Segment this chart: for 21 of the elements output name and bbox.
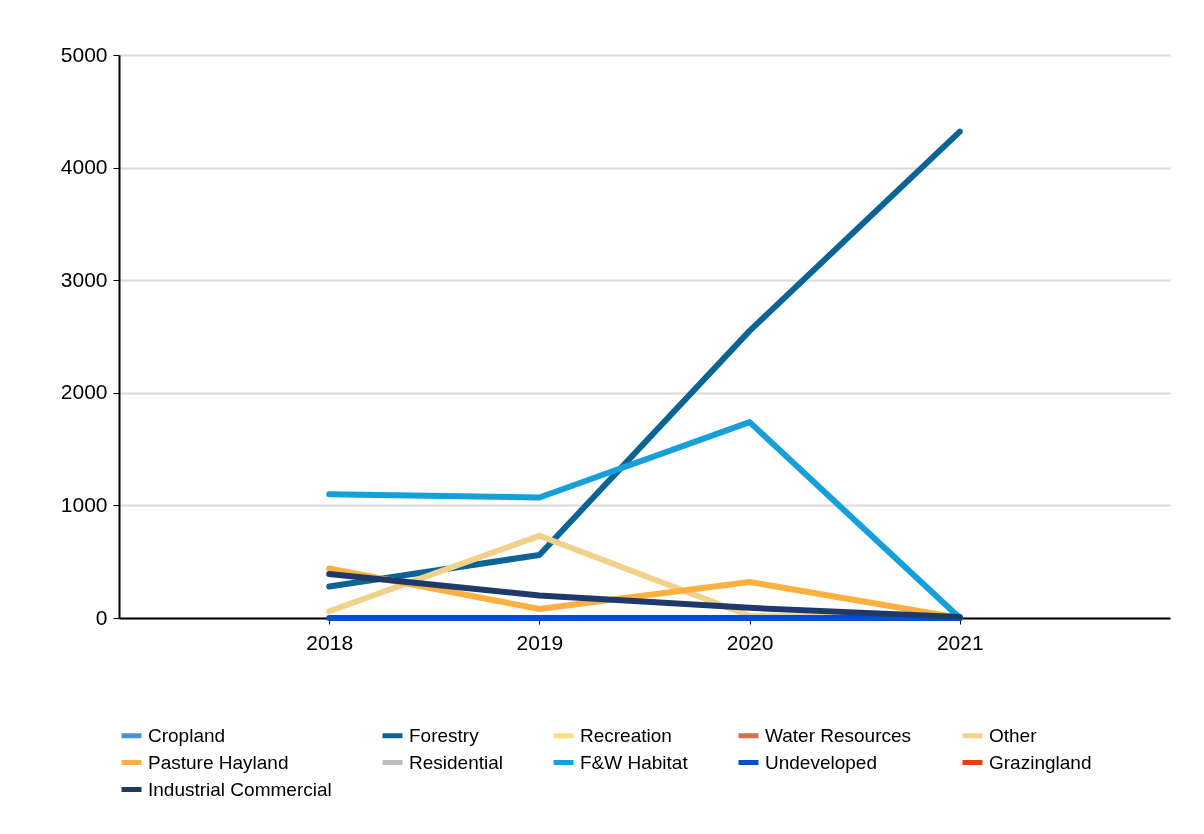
y-tick-label: 1000 xyxy=(60,492,108,516)
legend-label: Undeveloped xyxy=(765,751,877,773)
legend-label: Grazingland xyxy=(989,751,1092,773)
legend-label: F&W Habitat xyxy=(580,751,689,773)
y-tick-label: 0 xyxy=(95,605,108,629)
legend-label: Residential xyxy=(409,751,503,773)
x-tick-label: 2020 xyxy=(726,630,774,654)
y-tick-label: 2000 xyxy=(60,380,108,404)
x-tick-label: 2021 xyxy=(936,630,984,654)
y-tick-label: 3000 xyxy=(60,267,108,291)
legend-label: Industrial Commercial xyxy=(148,778,332,800)
y-tick-label: 5000 xyxy=(60,42,108,66)
legend-label: Other xyxy=(989,724,1038,746)
legend-label: Pasture Hayland xyxy=(148,751,289,773)
legend-label: Cropland xyxy=(148,724,226,746)
x-tick-label: 2019 xyxy=(516,630,564,654)
legend-label: Recreation xyxy=(580,724,672,746)
legend-label: Water Resources xyxy=(765,724,912,746)
legend-label: Forestry xyxy=(409,724,480,746)
y-tick-label: 4000 xyxy=(60,155,108,179)
x-tick-label: 2018 xyxy=(306,630,354,654)
